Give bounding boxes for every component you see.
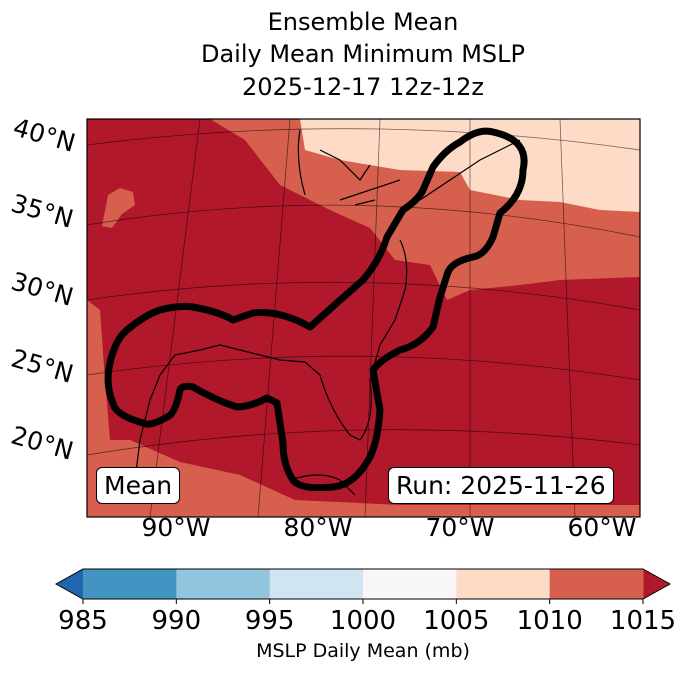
coastlines [134,129,521,496]
colorbar-bin-2 [269,569,364,599]
colorbar-tick-label: 1015 [609,606,677,636]
colorbar-label: MSLP Daily Mean (mb) [256,640,470,662]
gridlines [87,119,640,517]
lon-label-60w: 60°W [567,513,637,542]
title-line-1: Ensemble Mean [267,8,459,36]
colorbar-bin-4 [456,569,551,599]
colorbar-tick-label: 995 [244,606,295,636]
colorbar-under-arrow [56,569,83,599]
colorbar-bin-5 [549,569,644,599]
lon-label-90w: 90°W [141,513,211,542]
ensemble-contour [104,127,528,492]
colorbar-bin-1 [176,569,271,599]
colorbar-tick-label: 1010 [516,606,583,636]
title-line-3: 2025-12-17 12z-12z [241,73,485,101]
lon-label-80w: 80°W [283,513,353,542]
run-date-box: Run: 2025-11-26 [388,467,614,504]
colorbar-tick-label: 990 [151,606,202,636]
colorbar-tick-label: 1000 [329,606,397,636]
colorbar-tick-label: 985 [58,606,108,636]
title-line-2: Daily Mean Minimum MSLP [200,40,525,68]
field-1010-1015-patch [102,188,135,228]
lon-label-70w: 70°W [425,513,495,542]
colorbar [54,568,672,604]
colorbar-bin-3 [363,569,457,599]
colorbar-tick-label: 1005 [423,606,490,636]
map-frame [86,118,641,518]
colorbar-bin-0 [83,569,177,599]
ensemble-label-box: Mean [96,467,181,504]
colorbar-over-arrow [643,569,670,599]
